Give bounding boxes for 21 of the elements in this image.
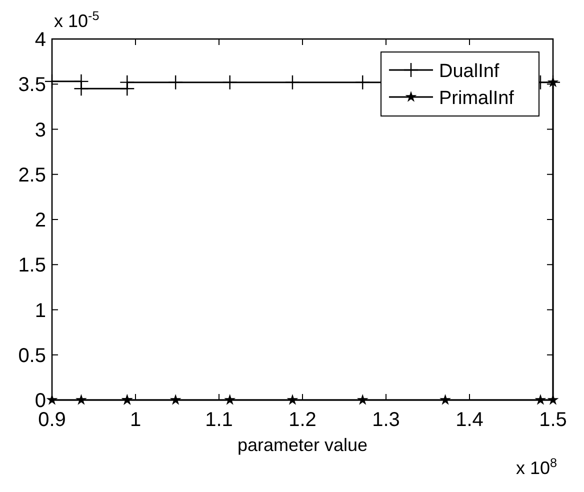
y-tick-label: 0 [34,390,46,412]
y-tick-label: 3.5 [18,74,46,96]
text: x 10$^{8}$ [516,456,557,478]
text: x 10$^{-5}$ [54,9,100,31]
x-tick-label: 1.4 [456,409,484,431]
x-tick-label: 1 [130,409,142,431]
legend-label: DualInf [439,61,500,82]
x-tick-label: 0.9 [38,409,66,431]
legend-label: PrimalInf [439,88,515,109]
y-tick-label: 3 [34,119,46,142]
x-tick-label: 1.1 [205,409,233,431]
y-tick-label: 2 [34,210,46,232]
y-tick-label: 2.5 [18,164,46,186]
x-tick-label: 1.2 [288,409,316,431]
y-tick-label: 0.5 [18,344,46,367]
y-tick-label: 1 [34,300,46,322]
x-tick-label: 1.5 [539,409,567,431]
y-tick-label: 1.5 [18,254,46,277]
x-axis-title: parameter value [237,435,368,455]
x-tick-label: 1.3 [372,409,400,431]
y-tick-label: 4 [34,29,46,51]
